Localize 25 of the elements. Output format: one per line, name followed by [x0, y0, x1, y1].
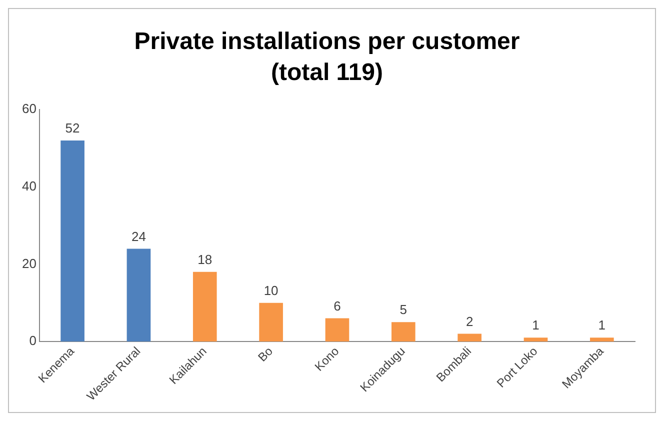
bar — [325, 318, 350, 342]
y-tick-label: 0 — [29, 333, 36, 348]
y-tick-label: 60 — [22, 101, 36, 116]
data-label: 6 — [334, 298, 341, 314]
data-label: 52 — [65, 120, 80, 136]
data-label: 1 — [598, 318, 606, 333]
bar — [391, 322, 416, 342]
data-label: 24 — [131, 228, 146, 244]
bar — [60, 140, 84, 342]
x-tick-label: Bo — [255, 344, 276, 364]
data-label: 2 — [466, 314, 474, 329]
y-tick-label: 40 — [22, 178, 36, 194]
data-label: 10 — [264, 282, 278, 298]
bar — [126, 248, 151, 342]
chart-title: Private installations per customer — [134, 28, 520, 56]
bar — [524, 338, 548, 342]
data-label: 18 — [198, 252, 212, 267]
bar — [590, 338, 614, 342]
bar — [192, 272, 217, 342]
data-label: 1 — [532, 318, 540, 333]
y-tick-label: 20 — [22, 256, 36, 271]
data-label: 5 — [400, 302, 408, 318]
bar — [259, 302, 283, 342]
bar — [458, 334, 482, 342]
chart-subtitle: (total 119) — [270, 58, 384, 86]
